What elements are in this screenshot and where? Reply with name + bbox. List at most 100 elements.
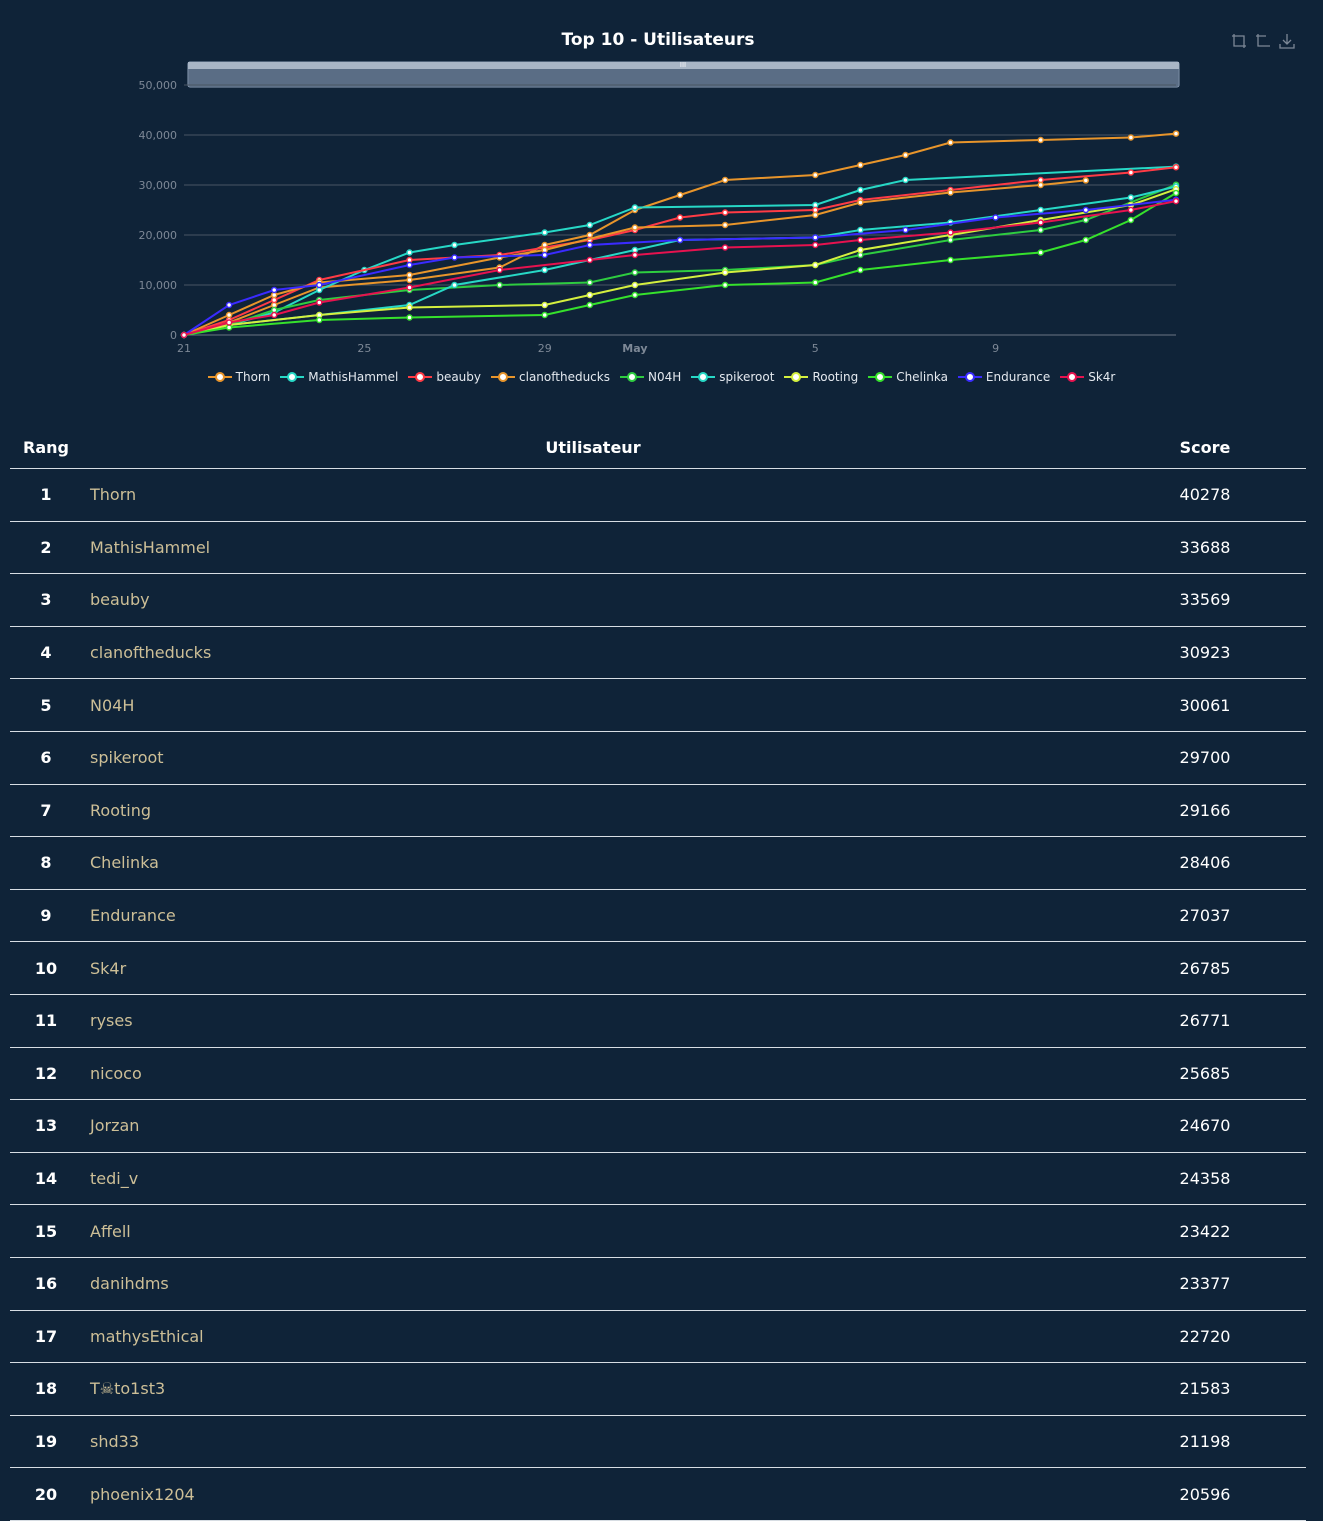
data-point[interactable]: [586, 279, 594, 286]
data-point[interactable]: [586, 256, 594, 264]
data-point[interactable]: [721, 269, 729, 276]
data-point[interactable]: [1037, 181, 1044, 189]
data-point[interactable]: [1082, 177, 1090, 184]
username-link[interactable]: Rooting: [82, 784, 1104, 838]
legend-item[interactable]: beauby: [408, 370, 481, 384]
username-link[interactable]: N04H: [82, 678, 1104, 732]
download-icon[interactable]: [1278, 32, 1296, 50]
data-point[interactable]: [857, 161, 864, 169]
zoom-icon[interactable]: [1230, 32, 1248, 50]
data-point[interactable]: [947, 189, 954, 196]
data-point[interactable]: [631, 251, 639, 259]
username-link[interactable]: Sk4r: [82, 941, 1104, 995]
data-point[interactable]: [1082, 236, 1090, 244]
data-point[interactable]: [1172, 130, 1180, 137]
data-point[interactable]: [631, 224, 639, 231]
legend-item[interactable]: clanoftheducks: [491, 370, 610, 384]
username-link[interactable]: ryses: [82, 994, 1104, 1048]
data-point[interactable]: [947, 139, 954, 146]
data-point[interactable]: [1172, 163, 1180, 171]
data-point[interactable]: [857, 186, 864, 194]
data-point[interactable]: [676, 236, 684, 244]
data-point[interactable]: [857, 226, 864, 234]
data-point[interactable]: [180, 331, 188, 339]
legend-item[interactable]: Thorn: [207, 370, 270, 384]
data-point[interactable]: [812, 234, 819, 241]
username-link[interactable]: phoenix1204: [82, 1467, 1104, 1521]
data-point[interactable]: [857, 199, 864, 206]
data-point[interactable]: [721, 244, 729, 251]
data-point[interactable]: [992, 214, 999, 221]
username-link[interactable]: MathisHammel: [82, 521, 1104, 575]
data-point[interactable]: [947, 256, 954, 264]
username-link[interactable]: shd33: [82, 1415, 1104, 1469]
data-point[interactable]: [631, 204, 639, 211]
data-point[interactable]: [1037, 136, 1044, 144]
legend-item[interactable]: spikeroot: [691, 370, 774, 384]
data-point[interactable]: [676, 214, 684, 221]
data-point[interactable]: [225, 311, 233, 319]
data-point[interactable]: [1127, 134, 1135, 141]
data-point[interactable]: [1172, 189, 1180, 197]
username-link[interactable]: tedi_v: [82, 1152, 1104, 1206]
data-point[interactable]: [225, 319, 233, 326]
username-link[interactable]: nicoco: [82, 1047, 1104, 1101]
data-point[interactable]: [1037, 249, 1044, 256]
data-point[interactable]: [270, 311, 278, 319]
data-point[interactable]: [406, 314, 413, 321]
data-point[interactable]: [541, 301, 548, 309]
data-point[interactable]: [812, 211, 819, 219]
data-point[interactable]: [812, 171, 819, 179]
data-point[interactable]: [1037, 219, 1044, 226]
username-link[interactable]: Affell: [82, 1204, 1104, 1258]
legend-item[interactable]: N04H: [619, 370, 681, 384]
data-point[interactable]: [541, 251, 548, 259]
data-point[interactable]: [631, 281, 639, 289]
username-link[interactable]: Thorn: [82, 468, 1104, 522]
data-point[interactable]: [631, 269, 639, 276]
data-point[interactable]: [316, 281, 323, 289]
data-point[interactable]: [316, 316, 323, 324]
username-link[interactable]: danihdms: [82, 1257, 1104, 1311]
data-point[interactable]: [541, 266, 548, 274]
data-point[interactable]: [586, 241, 594, 249]
username-link[interactable]: spikeroot: [82, 731, 1104, 785]
username-link[interactable]: Chelinka: [82, 836, 1104, 890]
data-point[interactable]: [1127, 216, 1135, 224]
data-point[interactable]: [1172, 197, 1180, 205]
header-rank[interactable]: Rang: [10, 426, 82, 469]
data-point[interactable]: [1127, 194, 1135, 201]
data-point[interactable]: [225, 301, 233, 309]
legend-item[interactable]: Sk4r: [1060, 370, 1115, 384]
data-point[interactable]: [1082, 216, 1090, 224]
data-point[interactable]: [857, 236, 864, 244]
data-zoom-slider[interactable]: III: [187, 61, 1180, 88]
username-link[interactable]: T☠to1st3: [82, 1362, 1104, 1416]
data-point[interactable]: [406, 284, 413, 291]
data-point[interactable]: [902, 151, 909, 159]
data-point[interactable]: [1082, 206, 1090, 214]
zoom-reset-icon[interactable]: [1254, 32, 1272, 50]
data-point[interactable]: [812, 279, 819, 286]
legend-item[interactable]: MathisHammel: [280, 370, 398, 384]
legend-item[interactable]: Endurance: [957, 370, 1050, 384]
data-point[interactable]: [406, 271, 413, 279]
data-point[interactable]: [406, 249, 413, 256]
data-point[interactable]: [812, 241, 819, 249]
username-link[interactable]: Jorzan: [82, 1099, 1104, 1153]
data-point[interactable]: [406, 304, 413, 311]
data-point[interactable]: [1037, 226, 1044, 234]
username-link[interactable]: beauby: [82, 573, 1104, 627]
data-point[interactable]: [586, 221, 594, 229]
data-point[interactable]: [451, 281, 458, 289]
data-point[interactable]: [721, 176, 729, 184]
data-point[interactable]: [586, 301, 594, 309]
data-point[interactable]: [857, 246, 864, 254]
header-score[interactable]: Score: [1104, 426, 1306, 469]
data-point[interactable]: [496, 266, 503, 274]
data-point[interactable]: [316, 299, 323, 306]
data-point[interactable]: [631, 291, 639, 299]
data-point[interactable]: [812, 261, 819, 269]
legend-item[interactable]: Chelinka: [868, 370, 948, 384]
data-point[interactable]: [721, 221, 729, 229]
